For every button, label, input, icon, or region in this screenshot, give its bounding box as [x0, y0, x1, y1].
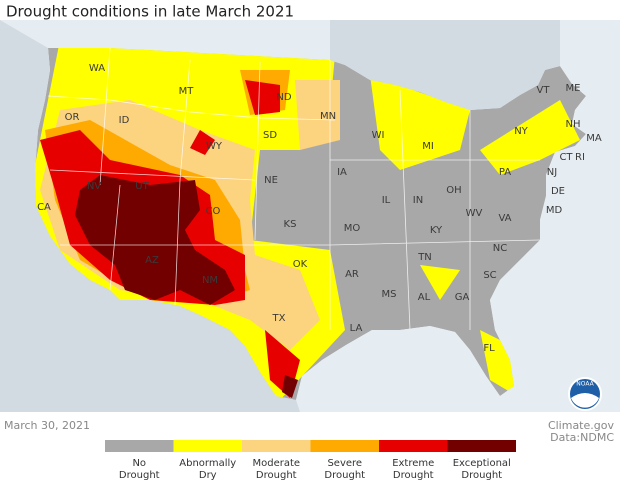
state-label: RI	[575, 152, 585, 163]
state-label: SD	[263, 130, 277, 141]
state-label: AL	[418, 292, 431, 303]
credit: Climate.gov	[548, 419, 615, 432]
legend-swatch	[105, 440, 174, 452]
state-label: TX	[272, 313, 286, 324]
legend-swatch	[379, 440, 448, 452]
legend: NoDroughtAbnormallyDryModerateDroughtSev…	[105, 440, 516, 481]
state-label: NH	[566, 119, 581, 130]
legend-label: Exceptional	[453, 458, 511, 469]
legend-swatch	[310, 440, 379, 452]
state-label: WY	[206, 141, 223, 152]
state-label: NC	[493, 243, 507, 254]
drought-map	[35, 48, 586, 400]
date: March 30, 2021	[4, 419, 90, 432]
credit: Data:NDMC	[550, 431, 614, 444]
state-label: GA	[455, 292, 470, 303]
state-label: TN	[417, 252, 432, 263]
state-label: VA	[498, 213, 511, 224]
state-label: IN	[413, 195, 423, 206]
neighbor-land	[0, 20, 560, 412]
state-label: MD	[546, 205, 563, 216]
legend-swatch	[173, 440, 242, 452]
state-label: OH	[446, 185, 461, 196]
state-label: NV	[87, 181, 101, 192]
legend-label: No	[132, 458, 146, 469]
state-label: UT	[135, 181, 149, 192]
state-label: MS	[382, 289, 397, 300]
legend-label: Drought	[256, 470, 297, 481]
state-label: KS	[284, 219, 297, 230]
legend-label: Drought	[119, 470, 160, 481]
state-label: MA	[586, 133, 602, 144]
state-label: CA	[37, 202, 51, 213]
state-label: DE	[551, 186, 565, 197]
state-label: CO	[206, 206, 221, 217]
state-label: WI	[372, 130, 385, 141]
legend-label: Dry	[199, 470, 217, 481]
state-label: NE	[264, 175, 278, 186]
state-label: KY	[430, 225, 443, 236]
legend-label: Moderate	[252, 458, 300, 469]
state-label: ME	[566, 83, 581, 94]
noaa-logo-wave	[571, 393, 599, 408]
legend-swatch	[242, 440, 311, 452]
state-label: LA	[350, 323, 363, 334]
state-label: OK	[293, 259, 308, 270]
legend-label: Drought	[393, 470, 434, 481]
legend-label: Severe	[327, 458, 362, 469]
state-label: WA	[89, 63, 105, 74]
legend-label: Abnormally	[179, 458, 236, 469]
state-label: IA	[337, 167, 347, 178]
noaa-logo-text: NOAA	[576, 381, 594, 388]
state-label: NM	[202, 275, 218, 286]
state-label: NJ	[547, 167, 557, 178]
state-label: PA	[499, 167, 511, 178]
state-label: CT	[559, 152, 573, 163]
state-label: MI	[422, 141, 434, 152]
state-label: MN	[320, 111, 336, 122]
state-label: WV	[466, 208, 483, 219]
legend-swatch	[447, 440, 516, 452]
state-label: SC	[483, 270, 496, 281]
state-label: MO	[344, 223, 361, 234]
state-label: FL	[483, 343, 495, 354]
legend-label: Drought	[461, 470, 502, 481]
legend-label: Drought	[324, 470, 365, 481]
state-label: OR	[65, 112, 80, 123]
state-label: AZ	[145, 255, 159, 266]
state-label: AR	[345, 269, 359, 280]
state-label: VT	[537, 85, 551, 96]
state-label: ND	[276, 92, 291, 103]
title: Drought conditions in late March 2021	[6, 3, 294, 21]
state-label: IL	[382, 195, 391, 206]
state-label: NY	[514, 126, 528, 137]
state-label: ID	[119, 115, 130, 126]
state-label: MT	[179, 86, 195, 97]
legend-label: Extreme	[392, 458, 434, 469]
